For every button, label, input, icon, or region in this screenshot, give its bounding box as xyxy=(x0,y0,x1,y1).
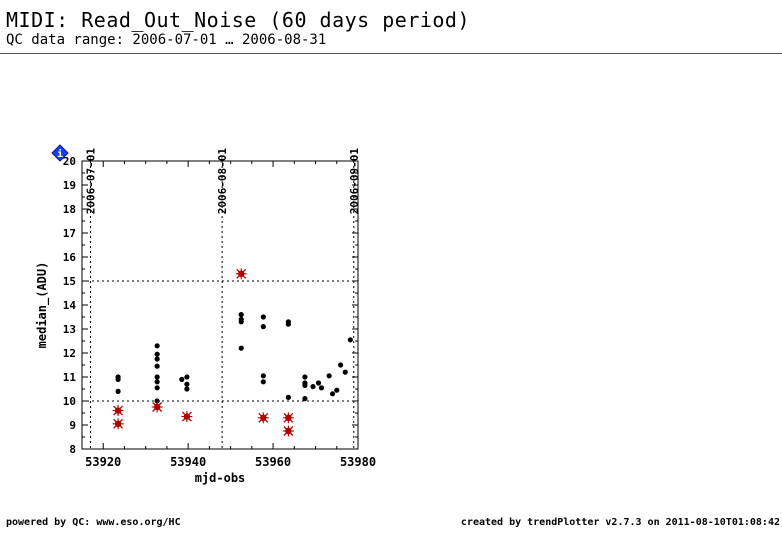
data-point xyxy=(326,373,332,379)
footer-powered-by: powered by QC: www.eso.org/HC xyxy=(6,517,181,528)
data-point xyxy=(337,362,344,368)
x-tick-label: 53940 xyxy=(170,455,206,469)
y-tick-label: 10 xyxy=(63,395,76,408)
data-point xyxy=(154,363,160,369)
data-point xyxy=(154,398,160,404)
outlier-point xyxy=(112,405,124,417)
header-divider xyxy=(0,53,782,54)
outlier-point xyxy=(151,401,163,413)
y-tick-label: 15 xyxy=(63,275,76,288)
data-point xyxy=(342,369,348,375)
y-tick-label: 12 xyxy=(63,347,76,360)
data-point xyxy=(285,394,291,400)
outlier-point xyxy=(112,418,124,430)
data-point xyxy=(302,374,308,380)
data-point xyxy=(310,384,316,390)
data-point xyxy=(260,314,266,320)
data-point xyxy=(154,343,160,349)
reference-lines xyxy=(82,280,358,402)
info-badge-shape xyxy=(51,144,69,162)
y-tick-label: 20 xyxy=(63,155,76,168)
y-tick-label: 14 xyxy=(63,299,77,312)
y-tick-label: 11 xyxy=(63,371,77,384)
data-point xyxy=(302,382,308,388)
y-tick-label: 19 xyxy=(63,179,76,192)
data-point xyxy=(315,380,322,386)
data-point xyxy=(154,356,160,362)
y-tick-label: 18 xyxy=(63,203,76,216)
outlier-point xyxy=(257,412,269,424)
data-point xyxy=(260,379,266,385)
x-axis-label: mjd-obs xyxy=(195,471,246,485)
data-point xyxy=(238,319,244,325)
outlier-point xyxy=(282,425,294,437)
date-marker-label: 2006-07-01 xyxy=(84,148,97,215)
data-point xyxy=(154,385,160,391)
y-tick-label: 16 xyxy=(63,251,77,264)
data-point xyxy=(154,379,160,385)
y-axis-label: median_(ADU) xyxy=(35,262,50,349)
data-point xyxy=(184,386,190,392)
data-point xyxy=(334,387,340,393)
data-points xyxy=(112,268,353,437)
data-point xyxy=(115,388,121,394)
data-point xyxy=(179,376,185,382)
data-point xyxy=(154,351,160,357)
data-point xyxy=(347,337,353,343)
data-point xyxy=(184,374,190,380)
outlier-point xyxy=(282,412,294,424)
date-markers: 2006-07-01 2006-08-01 2006-09-01 xyxy=(84,148,361,449)
info-badge[interactable]: i xyxy=(51,144,69,162)
data-point xyxy=(115,376,121,382)
data-range-subtitle: QC data range: 2006-07-01 … 2006-08-31 xyxy=(6,32,327,48)
data-point xyxy=(260,324,266,330)
date-marker-label: 2006-09-01 xyxy=(348,148,361,215)
x-tick-label: 53920 xyxy=(85,455,121,469)
data-point xyxy=(318,385,325,391)
outlier-point xyxy=(235,268,247,280)
x-tick-label: 53980 xyxy=(340,455,376,469)
footer-created-by: created by trendPlotter v2.7.3 on 2011-0… xyxy=(460,517,780,528)
data-point xyxy=(154,374,160,380)
data-point xyxy=(329,391,336,397)
info-badge-label: i xyxy=(57,148,63,160)
y-tick-label: 8 xyxy=(69,443,76,456)
y-tick-label: 13 xyxy=(63,323,76,336)
date-marker-label: 2006-08-01 xyxy=(216,148,229,215)
data-point xyxy=(184,381,190,387)
x-tick-label: 53960 xyxy=(255,455,291,469)
y-tick-label: 17 xyxy=(63,227,76,240)
data-point xyxy=(260,373,266,379)
page-title: MIDI: Read_Out_Noise (60 days period) xyxy=(6,8,471,32)
data-point xyxy=(238,312,244,318)
outlier-point xyxy=(181,411,193,423)
data-point xyxy=(238,345,244,351)
data-point xyxy=(302,396,308,402)
axis-ticks: 8 9 10 11 12 13 14 15 16 17 18 19 20 53920 53940 53960 5… xyxy=(63,155,376,469)
y-tick-label: 9 xyxy=(69,419,76,432)
data-point xyxy=(285,321,291,327)
